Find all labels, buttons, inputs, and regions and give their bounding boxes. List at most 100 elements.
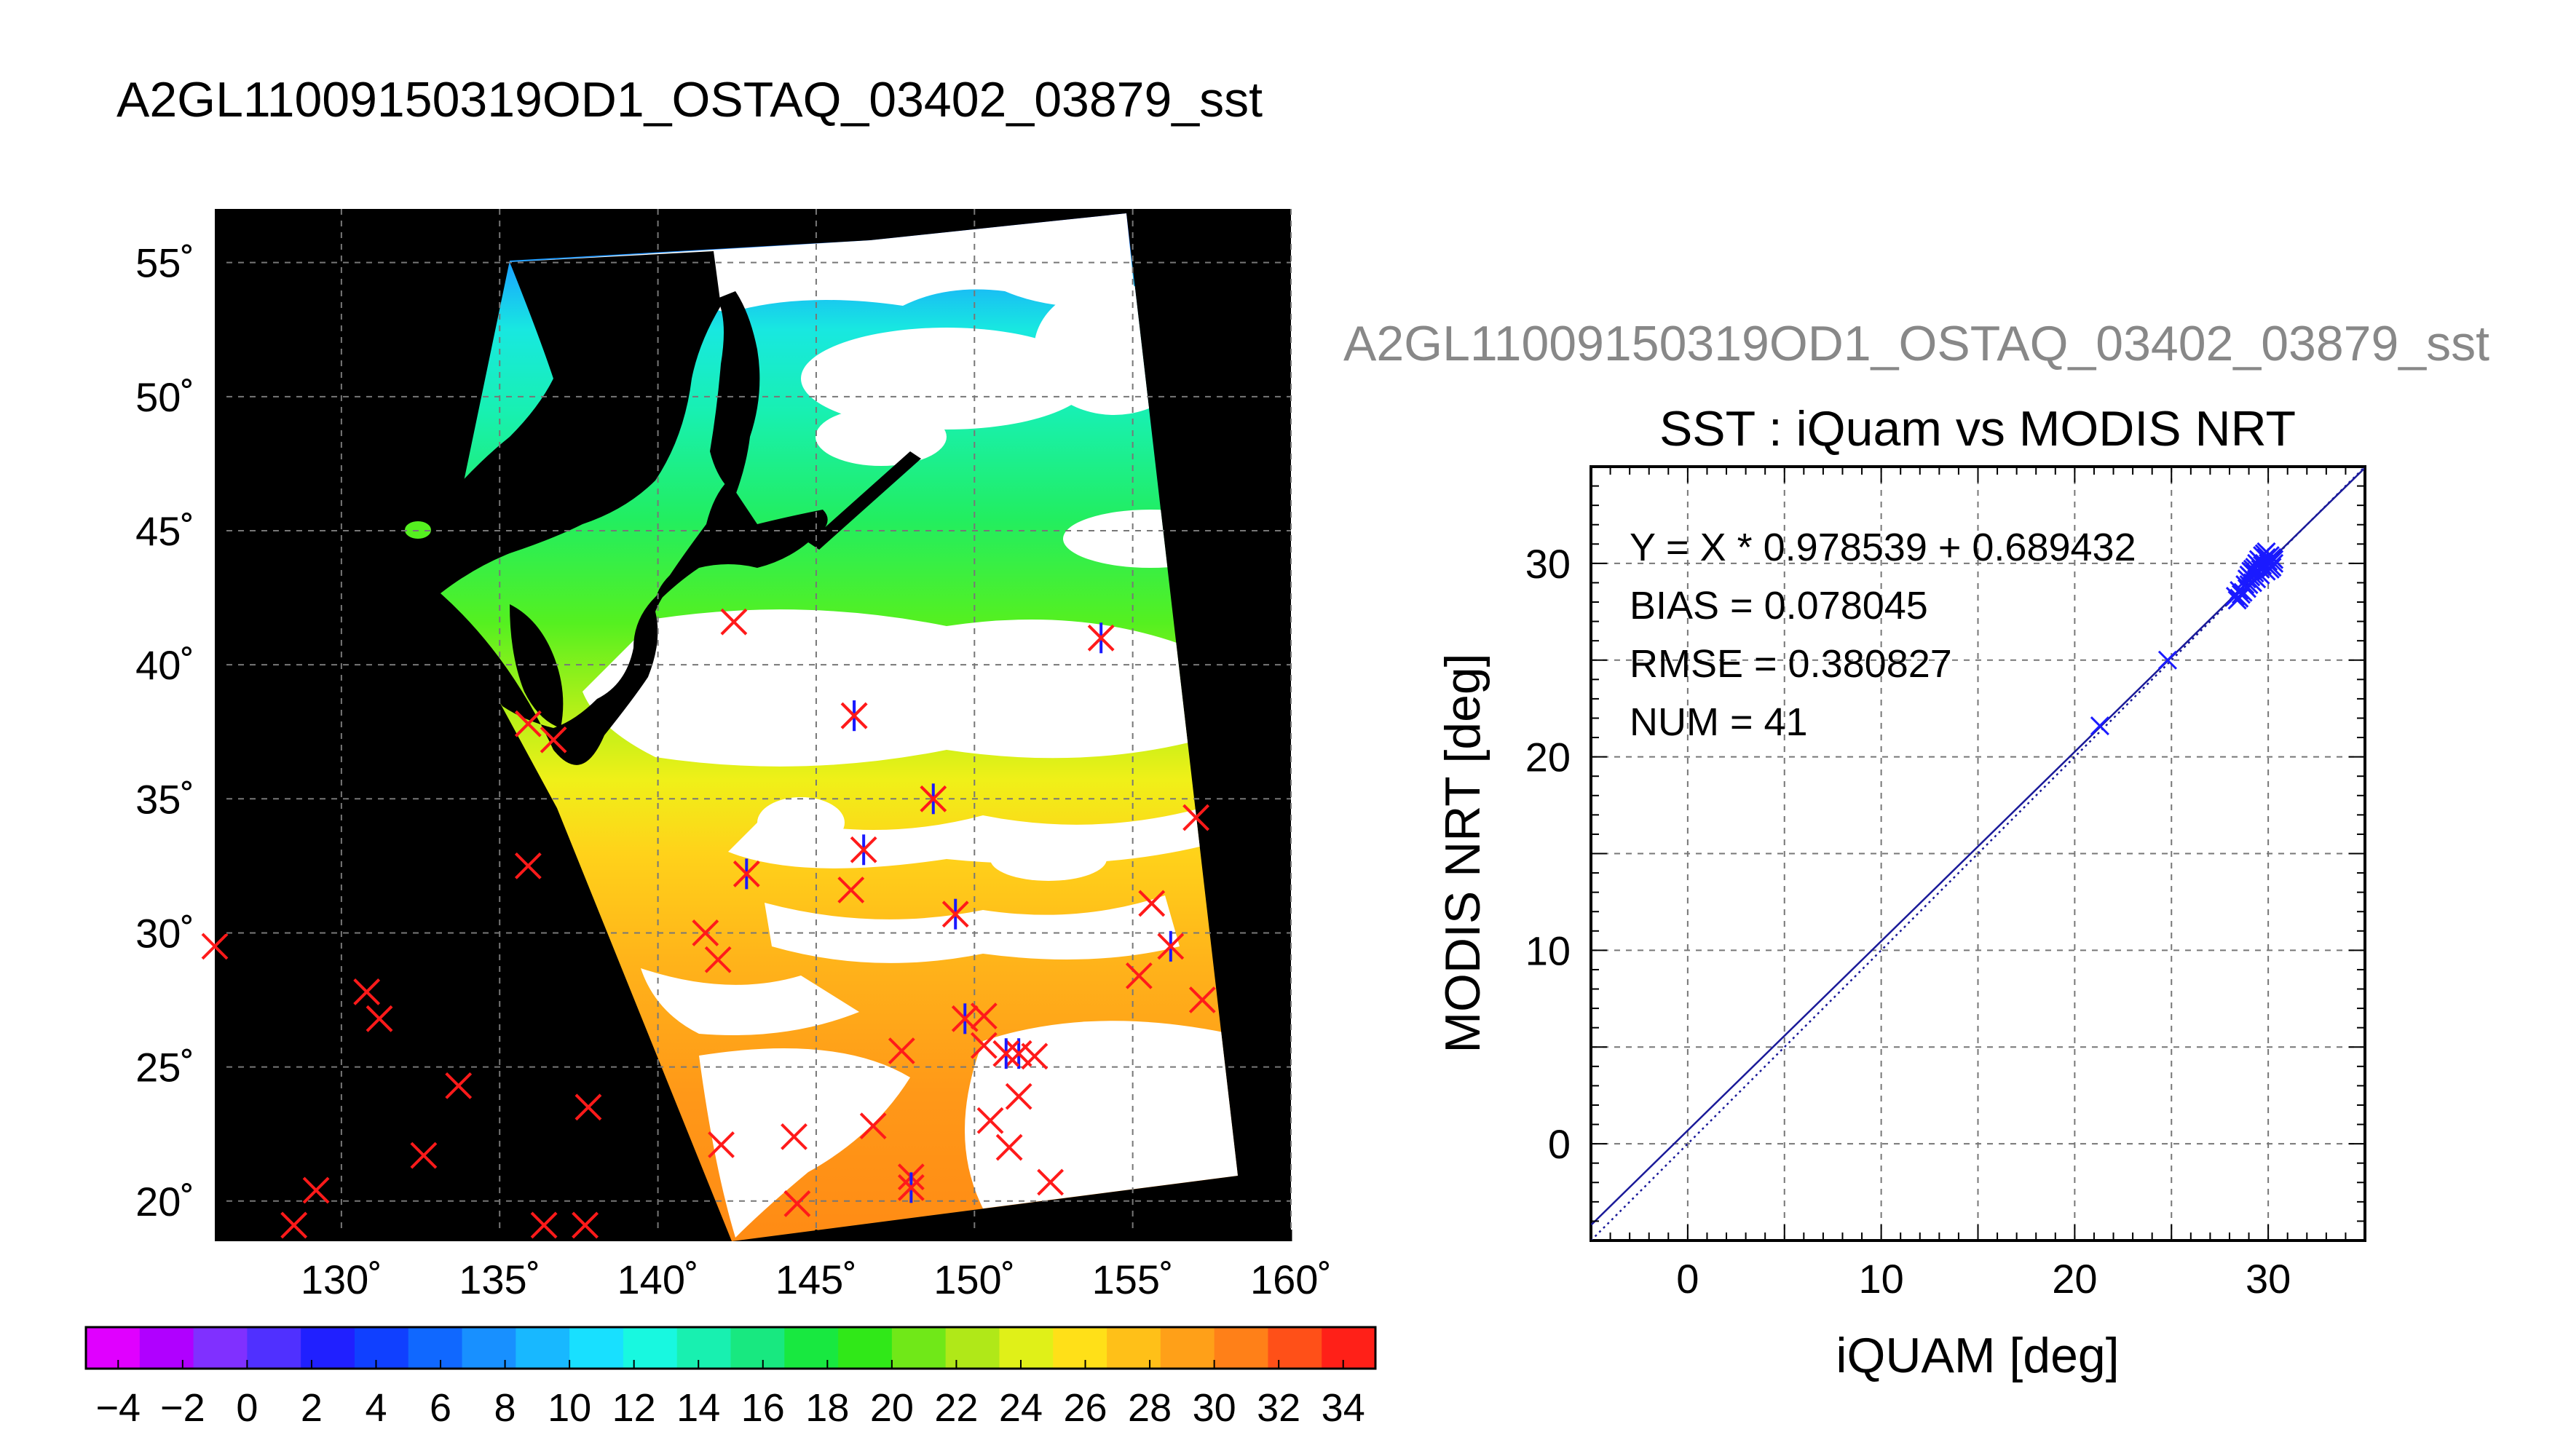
map-marker-red — [445, 1072, 473, 1099]
sst-map: 130˚ 135˚ 140˚ 145˚ 150˚ 155˚ 160˚ 20˚ 25˚ 30˚ 35˚… — [135, 209, 1332, 1302]
scatter-point — [2230, 581, 2249, 601]
page-title: A2GL11009150319OD1_OSTAQ_03402_03879_sst — [117, 72, 1263, 127]
stats-box: Y = X * 0.978539 + 0.689432 BIAS = 0.078… — [1630, 526, 2136, 744]
map-markers — [201, 608, 1216, 1239]
colorbar-cell — [1107, 1327, 1161, 1369]
scatter-grid — [1591, 467, 2365, 1241]
colorbar-tick-label: 34 — [1322, 1386, 1365, 1430]
scatter-ticks: 0 10 20 30 0 10 20 30 — [1525, 466, 2366, 1302]
colorbar: −4 −2 0 2 4 6 8 10 12 14 16 18 20 22 24 26 28 30 32 34 — [84, 1326, 1377, 1430]
scatter-title: SST : iQuam vs MODIS NRT — [1659, 401, 2296, 456]
scatter-xtick-label: 10 — [1858, 1256, 1903, 1302]
colorbar-cell — [139, 1327, 194, 1369]
map-marker-red — [201, 933, 229, 960]
map-ytick-label: 35˚ — [135, 776, 194, 822]
colorbar-cell — [516, 1327, 570, 1369]
colorbar-cell — [730, 1327, 785, 1369]
scatter-point — [2243, 559, 2262, 579]
colorbar-tick-label: 22 — [934, 1386, 978, 1430]
subtitle-gray: A2GL11009150319OD1_OSTAQ_03402_03879_sst — [1343, 316, 2489, 371]
colorbar-tick-label: 6 — [430, 1386, 451, 1430]
scatter-point — [2239, 565, 2259, 585]
colorbar-cell — [784, 1327, 839, 1369]
map-marker-red — [540, 726, 567, 753]
sakhalin — [710, 291, 760, 495]
map-marker-red — [859, 1112, 887, 1140]
map-marker-red — [888, 1037, 915, 1064]
map-ytick-label: 25˚ — [135, 1045, 194, 1091]
map-marker-blue — [920, 783, 947, 815]
colorbar-tick-label: 20 — [870, 1386, 914, 1430]
map-marker-blue — [1005, 1038, 1032, 1069]
map-marker-red — [1182, 804, 1210, 831]
map-marker-red — [1037, 1168, 1065, 1196]
land-masses — [437, 251, 921, 765]
scatter-xtick-label: 0 — [1676, 1256, 1699, 1302]
stats-bias: BIAS = 0.078045 — [1630, 584, 1928, 628]
map-xtick-label: 135˚ — [459, 1257, 540, 1302]
map-marker-red — [572, 1211, 599, 1239]
map-marker-blue — [850, 834, 877, 866]
map-marker-blue — [941, 898, 969, 930]
colorbar-tick-label: 2 — [301, 1386, 323, 1430]
map-marker-red — [692, 919, 719, 946]
map-grid — [215, 209, 1292, 1241]
map-xtick-label: 140˚ — [617, 1257, 699, 1302]
map-marker-red — [976, 1107, 1004, 1134]
map-marker-red — [781, 1123, 807, 1150]
map-marker-red — [353, 978, 381, 1005]
colorbar-tick-label: 16 — [741, 1386, 785, 1430]
stats-num: NUM = 41 — [1630, 700, 1808, 744]
map-marker-red — [720, 608, 748, 636]
colorbar-tick-label: −4 — [95, 1386, 141, 1430]
map-marker-red — [514, 852, 542, 879]
map-marker-red — [530, 1211, 558, 1239]
colorbar-cell — [569, 1327, 624, 1369]
scatter-plot: A2GL11009150319OD1_OSTAQ_03402_03879_sst… — [1343, 316, 2489, 1383]
map-marker-blue — [1087, 622, 1115, 654]
map-xtick-label: 145˚ — [775, 1257, 857, 1302]
map-marker-red — [704, 946, 732, 973]
map-marker-red — [708, 1131, 735, 1158]
colorbar-cell — [1214, 1327, 1268, 1369]
colorbar-cell — [1268, 1327, 1322, 1369]
map-marker-red — [1125, 962, 1153, 989]
map-marker-red — [1138, 890, 1166, 917]
map-marker-blue — [840, 700, 868, 732]
colorbar-tick-label: 28 — [1128, 1386, 1172, 1430]
colorbar-tick-label: 12 — [612, 1386, 656, 1430]
map-marker-red — [837, 877, 865, 903]
colorbar-cell — [462, 1327, 516, 1369]
colorbar-cell — [86, 1327, 141, 1369]
map-marker-red — [410, 1142, 438, 1169]
map-xtick-label: 160˚ — [1250, 1257, 1332, 1302]
cloud-cover — [510, 213, 1238, 1238]
map-marker-red — [995, 1133, 1023, 1161]
colorbar-tick-label: 4 — [365, 1386, 387, 1430]
scatter-ytick-label: 20 — [1525, 735, 1571, 780]
map-ytick-label: 20˚ — [135, 1179, 194, 1224]
colorbar-cell — [301, 1327, 355, 1369]
colorbar-tick-label: 26 — [1063, 1386, 1107, 1430]
map-ytick-label: 50˚ — [135, 374, 194, 420]
colorbar-tick-label: 10 — [548, 1386, 591, 1430]
hokkaido — [655, 480, 828, 604]
stats-fit: Y = X * 0.978539 + 0.689432 — [1630, 526, 2136, 569]
scatter-point — [2264, 553, 2284, 573]
colorbar-tick-label: −2 — [160, 1386, 205, 1430]
map-marker-blue — [992, 1038, 1020, 1069]
colorbar-tick-label: 24 — [999, 1386, 1043, 1430]
map-xtick-label: 150˚ — [933, 1257, 1015, 1302]
scatter-ytick-label: 0 — [1548, 1121, 1571, 1167]
colorbar-tick-label: 8 — [494, 1386, 516, 1430]
map-marker-red — [1188, 986, 1216, 1013]
map-marker-red — [970, 1032, 998, 1059]
colorbar-cell — [838, 1327, 893, 1369]
colorbar-cell — [945, 1327, 1000, 1369]
colorbar-cell — [623, 1327, 678, 1369]
map-marker-red — [514, 710, 542, 737]
map-ytick-label: 40˚ — [135, 642, 194, 688]
map-marker-red — [1005, 1083, 1032, 1110]
map-ticks: 130˚ 135˚ 140˚ 145˚ 150˚ 155˚ 160˚ 20˚ 25˚ 30˚ 35˚… — [135, 240, 1332, 1302]
scatter-point — [2090, 716, 2109, 736]
